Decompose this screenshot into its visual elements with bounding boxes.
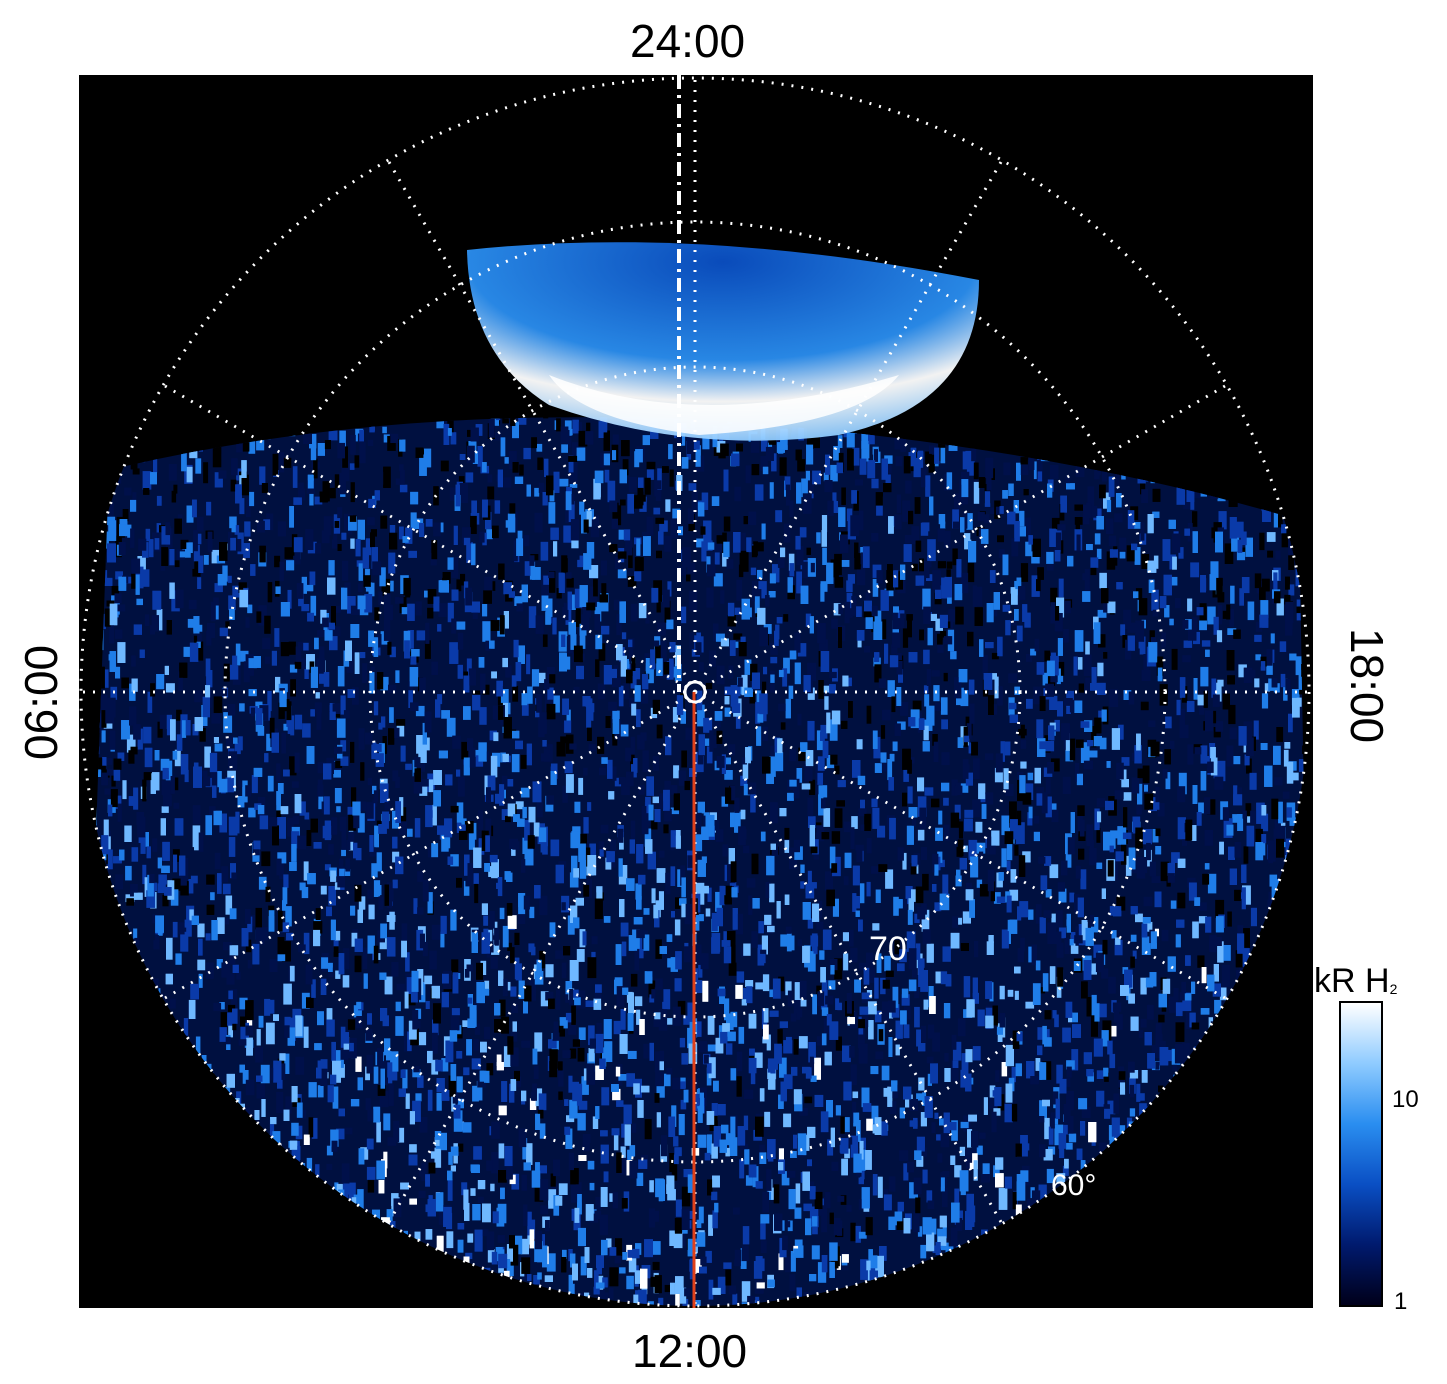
- colorbar-title: kR H2: [1314, 962, 1398, 1000]
- grid-spoke: [386, 159, 697, 693]
- latitude-label-60: 60°: [1051, 1169, 1096, 1202]
- polar-projection-image: 70 60°: [79, 75, 1313, 1308]
- colorbar-tick-10: 10: [1392, 1086, 1419, 1113]
- colorbar-tick-1: 1: [1394, 1288, 1408, 1315]
- local-time-label-dusk: 18:00: [1341, 628, 1393, 744]
- grid-spoke: [693, 159, 1004, 693]
- polar-map: 70 60°: [79, 75, 1313, 1308]
- auroral-oval-bright-arc: [549, 375, 899, 435]
- pole-marker: [683, 680, 707, 704]
- grid-spoke: [162, 690, 696, 1001]
- colorbar: [1339, 1001, 1383, 1307]
- local-time-label-dawn: 06:00: [15, 644, 67, 760]
- latitude-label-70: 70: [869, 930, 907, 968]
- grid-spoke: [694, 690, 1228, 1001]
- grid-spoke: [694, 383, 1228, 694]
- grid-spoke: [386, 691, 697, 1225]
- grid-spoke: [693, 691, 1004, 1225]
- grid-spoke: [162, 383, 696, 694]
- local-time-label-noon: 12:00: [632, 1325, 748, 1377]
- local-time-label-midnight: 24:00: [630, 15, 746, 67]
